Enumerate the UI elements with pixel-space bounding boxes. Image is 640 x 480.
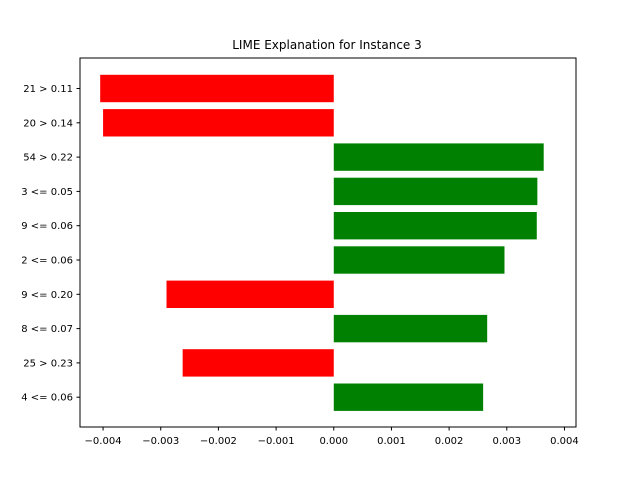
x-tick-label-3: −0.001	[258, 436, 295, 447]
y-tick-labels: 21 > 0.11 20 > 0.14 54 > 0.22 3 <= 0.05 9 <=…	[21, 84, 80, 404]
bar-2	[333, 143, 544, 171]
x-tick-label-8: 0.004	[550, 436, 579, 447]
x-tick-label-2: −0.002	[200, 436, 237, 447]
y-tick-label-3: 3 <= 0.05	[21, 187, 73, 198]
x-tick-label-6: 0.002	[435, 436, 464, 447]
y-tick-label-4: 9 <= 0.06	[21, 221, 73, 232]
y-tick-label-8: 25 > 0.23	[23, 358, 73, 369]
bar-5	[333, 246, 505, 274]
y-tick-label-5: 2 <= 0.06	[21, 256, 73, 267]
x-tick-label-0: −0.004	[85, 436, 122, 447]
y-tick-label-9: 4 <= 0.06	[21, 393, 73, 404]
x-tick-label-5: 0.001	[377, 436, 406, 447]
bar-1	[103, 109, 334, 137]
bar-4	[333, 212, 537, 240]
y-tick-label-6: 9 <= 0.20	[21, 290, 73, 301]
x-tick-label-7: 0.003	[492, 436, 521, 447]
bar-9	[333, 383, 484, 411]
bar-6	[166, 280, 334, 308]
bar-8	[182, 349, 334, 377]
x-axis: −0.004 −0.003 −0.002 −0.001 0.000 0.001 0.002 0…	[85, 427, 579, 447]
plot-frame	[79, 57, 577, 428]
x-tick-label-4: 0.000	[319, 436, 348, 447]
chart-title: LIME Explanation for Instance 3	[232, 38, 422, 52]
x-tick-label-1: −0.003	[142, 436, 179, 447]
y-tick-label-2: 54 > 0.22	[23, 153, 73, 164]
bar-7	[333, 314, 488, 343]
bars-group	[100, 74, 544, 411]
y-tick-label-1: 20 > 0.14	[23, 118, 73, 129]
y-tick-label-0: 21 > 0.11	[23, 84, 73, 95]
y-tick-label-7: 8 <= 0.07	[21, 324, 73, 335]
bar-0	[100, 74, 334, 103]
bar-3	[333, 177, 538, 206]
